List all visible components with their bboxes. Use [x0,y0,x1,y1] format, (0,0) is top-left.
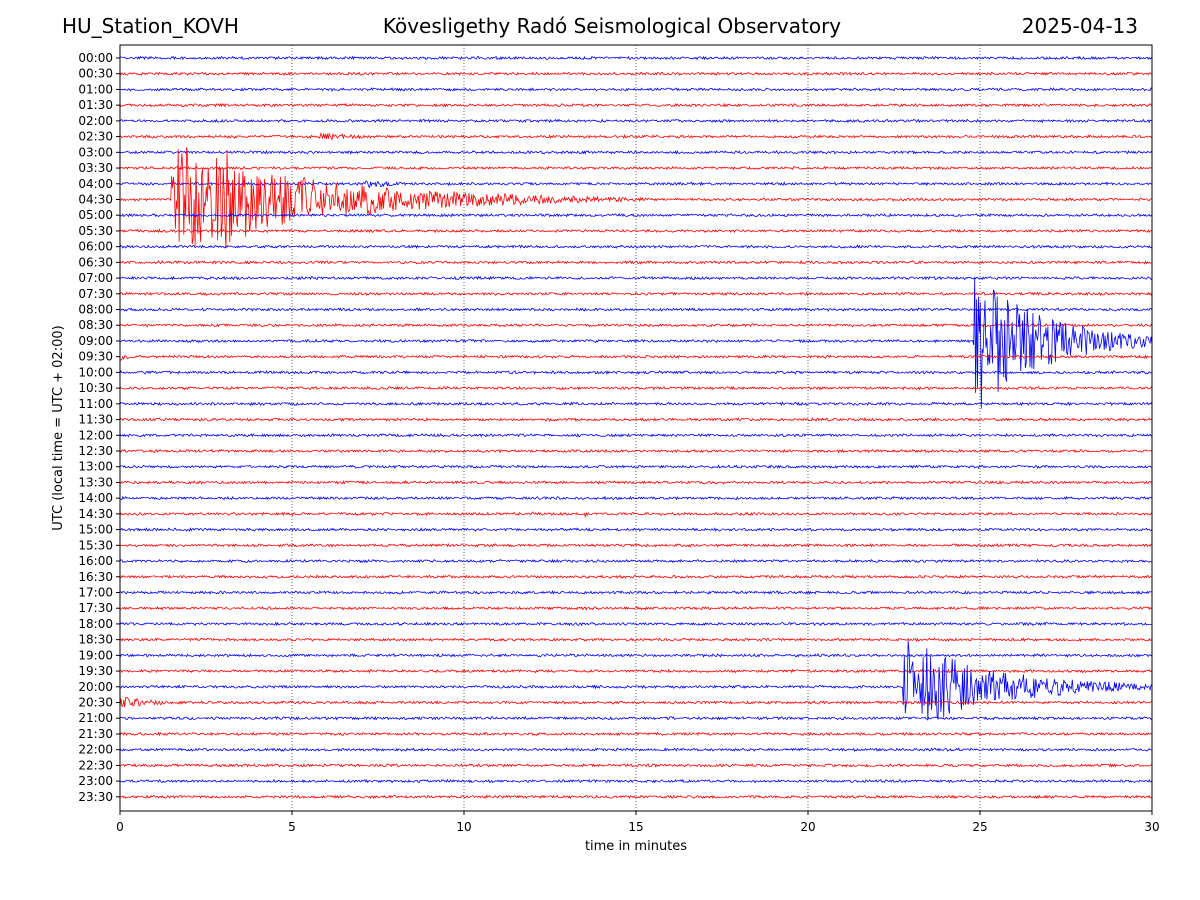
y-tick-label: 07:00 [78,271,113,285]
y-tick-label: 04:30 [78,192,113,206]
y-tick-label: 02:00 [78,114,113,128]
y-tick-label: 13:30 [78,475,113,489]
chart-date: 2025-04-13 [1021,14,1138,38]
y-tick-label: 03:00 [78,145,113,159]
y-tick-label: 10:30 [78,381,113,395]
trace-row-1130 [119,417,1153,422]
y-tick-label: 09:30 [78,350,113,364]
y-tick-label: 16:30 [78,570,113,584]
x-tick-label: 0 [116,820,124,834]
y-tick-label: 06:30 [78,255,113,269]
y-tick-label: 10:00 [78,365,113,379]
x-tick-label: 10 [456,820,471,834]
x-axis: 0 5 10 15 20 25 30 [116,811,1160,834]
grid-lines [291,45,981,811]
y-tick-label: 11:00 [78,397,113,411]
trace-row-0030 [119,71,1153,76]
y-tick-label: 19:00 [78,648,113,662]
y-tick-label: 09:00 [78,334,113,348]
y-tick-label: 22:00 [78,743,113,757]
trace-row-1530 [119,542,1153,548]
y-tick-label: 02:30 [78,130,113,144]
trace-row-1730 [119,605,1153,611]
y-tick-label: 21:30 [78,727,113,741]
y-tick-label: 13:00 [78,460,113,474]
y-tick-label: 11:30 [78,413,113,427]
trace-row-2130 [119,731,1153,737]
y-tick-label: 08:00 [78,303,113,317]
y-tick-label: 19:30 [78,664,113,678]
x-tick-label: 15 [628,820,643,834]
y-tick-label: 17:00 [78,585,113,599]
y-tick-label: 01:00 [78,82,113,96]
trace-row-1500 [119,527,1153,532]
y-tick-label: 14:30 [78,507,113,521]
trace-row-1930 [119,668,1153,674]
chart-title: Kövesligethy Radó Seismological Observat… [382,14,842,38]
y-tick-label: 04:00 [78,177,113,191]
y-axis-label: UTC (local time = UTC + 02:00) [51,325,66,530]
x-tick-label: 30 [1144,820,1159,834]
trace-row-2330 [120,794,1153,800]
trace-row-1800 [119,621,1153,627]
y-tick-label: 22:30 [78,758,113,772]
y-tick-label: 08:30 [78,318,113,332]
y-tick-label: 05:00 [78,208,113,222]
y-tick-label: 12:00 [78,428,113,442]
x-tick-label: 20 [800,820,815,834]
y-tick-label: 21:00 [78,711,113,725]
y-tick-label: 03:30 [78,161,113,175]
x-axis-label: time in minutes [585,839,687,854]
y-tick-label: 18:00 [78,617,113,631]
x-tick-label: 25 [972,820,987,834]
y-tick-label: 18:30 [78,633,113,647]
trace-row-2000 [119,640,1153,721]
trace-row-1100 [119,401,1153,407]
y-tick-label: 12:30 [78,444,113,458]
trace-row-1430 [119,511,1153,519]
y-tick-label: 14:00 [78,491,113,505]
y-tick-label: 07:30 [78,287,113,301]
y-tick-label: 15:00 [78,523,113,537]
y-tick-label: 15:30 [78,538,113,552]
y-tick-label: 00:00 [78,51,113,65]
station-name: HU_Station_KOVH [62,14,239,38]
x-tick-label: 5 [288,820,296,834]
y-tick-label: 23:00 [78,774,113,788]
y-tick-label: 00:30 [78,67,113,81]
trace-row-1300 [119,464,1153,470]
y-tick-label: 17:30 [78,601,113,615]
y-tick-label: 06:00 [78,240,113,254]
y-tick-label: 20:30 [78,696,113,710]
y-tick-label: 16:00 [78,554,113,568]
y-tick-label: 23:30 [78,790,113,804]
y-tick-label: 01:30 [78,98,113,112]
y-tick-label: 20:00 [78,680,113,694]
trace-row-1400 [119,495,1153,501]
y-tick-label: 05:30 [78,224,113,238]
